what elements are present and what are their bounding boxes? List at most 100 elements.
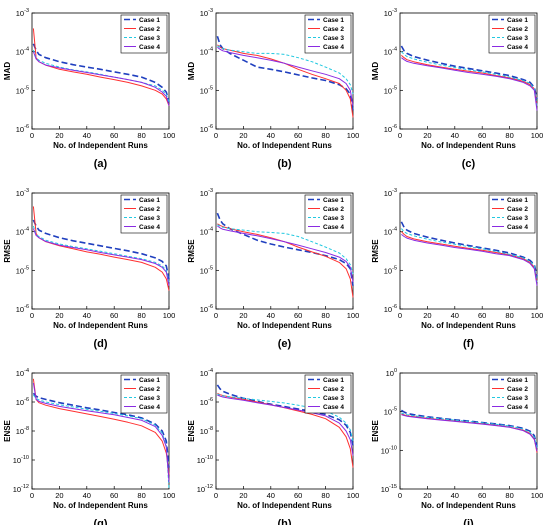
series-line-case-1 bbox=[400, 221, 538, 277]
x-tick-label: 60 bbox=[478, 131, 486, 140]
x-axis-label: No. of Independent Runs bbox=[237, 321, 332, 330]
y-tick-label: 10-4 bbox=[384, 227, 397, 237]
x-tick-label: 100 bbox=[531, 311, 544, 320]
series-line-case-3 bbox=[32, 225, 170, 283]
y-tick-label: 10-6 bbox=[16, 124, 29, 134]
series-line-case-1 bbox=[216, 212, 354, 286]
plot-frame bbox=[399, 372, 538, 490]
series-line-case-3 bbox=[33, 394, 170, 490]
y-tick-label: 10-15 bbox=[381, 484, 397, 494]
series-line-case-2 bbox=[32, 378, 170, 475]
y-tick-label: 10-10 bbox=[197, 455, 213, 465]
legend: Case 1 Case 2 Case 3 Case 4 bbox=[304, 14, 352, 54]
plot-frame bbox=[31, 12, 170, 130]
series-line-case-3 bbox=[217, 224, 354, 275]
legend-label: Case 4 bbox=[139, 404, 160, 411]
series-line-case-2 bbox=[401, 55, 538, 106]
y-tick-label: 10-5 bbox=[384, 407, 397, 417]
panel-caption: (e) bbox=[278, 338, 292, 350]
chart-panel-h: 0 20 40 60 80 100 10-12 10-10 10-8 10-6 10-4 No. of… bbox=[187, 368, 359, 525]
y-tick-label: 10-5 bbox=[384, 265, 397, 275]
series-line-case-4 bbox=[401, 234, 538, 286]
x-tick-label: 40 bbox=[83, 491, 91, 500]
x-axis-label: No. of Independent Runs bbox=[421, 321, 516, 330]
x-tick-label: 0 bbox=[214, 491, 218, 500]
x-tick-label: 0 bbox=[30, 131, 34, 140]
legend-label: Case 3 bbox=[139, 35, 160, 42]
x-tick-label: 0 bbox=[30, 311, 34, 320]
chart-panel-c: 0 20 40 60 80 100 10-6 10-5 10-4 10-3 No. of Indep… bbox=[371, 8, 543, 170]
series-line-case-1 bbox=[32, 43, 170, 103]
x-axis-label: No. of Independent Runs bbox=[237, 501, 332, 510]
y-tick-label: 10-4 bbox=[16, 47, 29, 57]
legend-label: Case 3 bbox=[507, 215, 528, 222]
y-axis-label: ENSE bbox=[371, 419, 380, 441]
chart-panel-d: 0 20 40 60 80 100 10-6 10-5 10-4 10-3 No. of Indep… bbox=[3, 188, 175, 350]
y-axis-label: RMSE bbox=[187, 239, 196, 263]
x-tick-label: 40 bbox=[267, 491, 275, 500]
x-tick-label: 100 bbox=[347, 311, 360, 320]
y-tick-label: 10-3 bbox=[200, 8, 213, 18]
series-line-case-1 bbox=[400, 45, 538, 100]
legend: Case 1 Case 2 Case 3 Case 4 bbox=[304, 194, 352, 234]
y-axis-label: MAD bbox=[371, 62, 380, 80]
series-line-case-4 bbox=[32, 228, 170, 286]
plot-frame bbox=[399, 192, 538, 310]
legend-label: Case 4 bbox=[139, 224, 160, 231]
x-tick-label: 20 bbox=[239, 311, 247, 320]
x-tick-label: 80 bbox=[505, 311, 513, 320]
x-tick-label: 20 bbox=[423, 491, 431, 500]
y-tick-label: 10-6 bbox=[200, 304, 213, 314]
y-tick-label: 10-3 bbox=[384, 188, 397, 198]
panel-caption: (h) bbox=[277, 518, 291, 525]
y-tick-label: 10-3 bbox=[384, 8, 397, 18]
legend-label: Case 3 bbox=[507, 35, 528, 42]
x-tick-label: 20 bbox=[423, 131, 431, 140]
y-tick-label: 10-4 bbox=[16, 368, 29, 378]
legend-label: Case 3 bbox=[323, 35, 344, 42]
x-tick-label: 20 bbox=[55, 491, 63, 500]
x-tick-label: 60 bbox=[294, 311, 302, 320]
y-tick-label: 10-5 bbox=[384, 85, 397, 95]
chart-panel-e: 0 20 40 60 80 100 10-6 10-5 10-4 10-3 No. of Indep… bbox=[187, 188, 359, 350]
panel-caption: (g) bbox=[93, 518, 107, 525]
x-tick-label: 40 bbox=[451, 491, 459, 500]
y-tick-label: 10-6 bbox=[384, 124, 397, 134]
series-line-case-1 bbox=[216, 384, 354, 446]
x-tick-label: 40 bbox=[83, 311, 91, 320]
x-tick-label: 100 bbox=[163, 131, 176, 140]
x-tick-label: 40 bbox=[451, 131, 459, 140]
y-tick-label: 10-12 bbox=[13, 484, 29, 494]
legend-label: Case 1 bbox=[323, 17, 344, 24]
y-tick-label: 10-8 bbox=[16, 426, 29, 436]
legend: Case 1 Case 2 Case 3 Case 4 bbox=[120, 194, 168, 234]
legend-label: Case 1 bbox=[139, 197, 160, 204]
panel-caption: (b) bbox=[277, 158, 291, 170]
y-axis-label: MAD bbox=[187, 62, 196, 80]
y-tick-label: 10-10 bbox=[13, 455, 29, 465]
plot-frame bbox=[215, 192, 354, 310]
y-tick-label: 10-4 bbox=[200, 47, 213, 57]
legend-label: Case 4 bbox=[507, 44, 528, 51]
x-tick-label: 80 bbox=[137, 311, 145, 320]
x-tick-label: 0 bbox=[30, 491, 34, 500]
legend-label: Case 1 bbox=[507, 377, 528, 384]
x-tick-label: 100 bbox=[531, 491, 544, 500]
panel-caption: (f) bbox=[463, 338, 474, 350]
panel-caption: (c) bbox=[462, 158, 476, 170]
series-line-case-3 bbox=[401, 51, 538, 106]
x-tick-label: 80 bbox=[505, 491, 513, 500]
panel-caption: (i) bbox=[463, 518, 474, 525]
x-tick-label: 20 bbox=[55, 131, 63, 140]
y-tick-label: 10-6 bbox=[16, 304, 29, 314]
series-line-case-3 bbox=[217, 45, 354, 95]
series-line-case-1 bbox=[32, 392, 170, 468]
x-axis-label: No. of Independent Runs bbox=[237, 141, 332, 150]
x-tick-label: 60 bbox=[294, 131, 302, 140]
legend: Case 1 Case 2 Case 3 Case 4 bbox=[488, 194, 536, 234]
legend-label: Case 1 bbox=[507, 17, 528, 24]
chart-panel-a: 0 20 40 60 80 100 10-6 10-5 10-4 10-3 No. of Indep… bbox=[3, 8, 175, 170]
legend-label: Case 2 bbox=[507, 26, 528, 33]
series-line-case-3 bbox=[217, 393, 354, 442]
legend-label: Case 1 bbox=[323, 197, 344, 204]
